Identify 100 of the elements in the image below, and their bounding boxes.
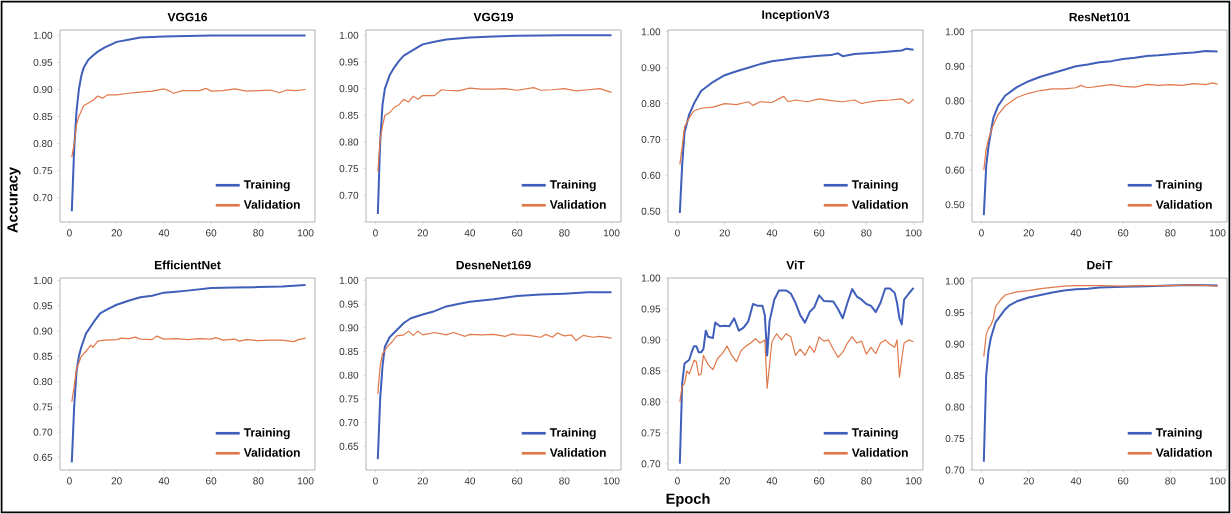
y-tick-label: 0.95	[339, 300, 359, 308]
y-tick-label: 1.00	[641, 28, 661, 36]
legend-label: Validation	[1155, 447, 1212, 457]
x-tick-label: 0	[675, 477, 680, 485]
y-tick-label: 0.60	[641, 171, 661, 179]
y-tick-label: 0.60	[945, 166, 965, 174]
legend-label: Validation	[549, 447, 606, 457]
x-tick-label: 20	[1023, 477, 1034, 485]
line-series	[71, 87, 307, 158]
chart-title: InceptionV3	[762, 10, 830, 22]
line-series	[70, 284, 307, 464]
x-tick-label: 40	[766, 229, 778, 237]
y-tick-label: 0.90	[641, 64, 661, 72]
y-tick-label: 0.85	[339, 111, 359, 119]
y-tick-label: 0.50	[641, 207, 661, 215]
x-tick-label: 60	[814, 477, 825, 485]
line-series	[71, 335, 307, 403]
line-series	[376, 34, 613, 215]
y-tick-label: 1.00	[945, 28, 965, 36]
y-tick-label: 0.80	[33, 378, 53, 386]
chart-title: DeiT	[1087, 260, 1113, 270]
x-tick-label: 80	[559, 477, 570, 485]
y-tick-label: 0.65	[339, 442, 359, 450]
y-tick-label: 0.70	[339, 419, 359, 427]
y-tick-label: 0.80	[945, 403, 965, 411]
chart-title: EfficientNet	[154, 260, 221, 270]
y-tick-label: 0.95	[33, 302, 53, 310]
x-tick-label: 0	[67, 229, 72, 237]
y-tick-label: 0.75	[33, 403, 53, 411]
x-tick-label: 100	[1209, 477, 1226, 485]
x-tick-label: 40	[158, 477, 170, 485]
x-tick-label: 100	[603, 229, 620, 237]
line-series	[983, 82, 1219, 171]
y-tick-label: 1.00	[945, 277, 965, 285]
y-tick-label: 1.00	[33, 276, 53, 285]
x-tick-label: 100	[905, 477, 922, 485]
x-tick-label: 0	[373, 229, 378, 237]
y-tick-label: 0.70	[945, 466, 965, 474]
x-tick-label: 60	[1118, 229, 1129, 237]
line-series	[983, 284, 1219, 358]
legend-label: Training	[1155, 179, 1202, 192]
y-tick-label: 0.90	[945, 62, 965, 70]
x-tick-label: 20	[417, 229, 428, 237]
legend-label: Validation	[243, 447, 300, 457]
y-tick-label: 0.80	[339, 371, 359, 379]
y-tick-label: 0.90	[339, 324, 359, 332]
y-tick-label: 0.95	[33, 58, 53, 66]
y-tick-label: 0.75	[945, 434, 965, 443]
y-tick-label: 0.70	[945, 131, 965, 140]
x-tick-label: 40	[158, 229, 170, 237]
y-tick-label: 0.90	[339, 85, 359, 93]
y-tick-label: 1.00	[339, 276, 359, 284]
y-axis-title: Accuracy	[7, 167, 21, 233]
y-tick-label: 0.85	[33, 352, 53, 360]
y-tick-label: 0.65	[33, 453, 53, 461]
x-tick-label: 80	[1165, 477, 1176, 485]
y-tick-label: 0.70	[641, 135, 661, 143]
x-tick-label: 20	[417, 477, 428, 485]
y-tick-label: 0.80	[641, 100, 661, 108]
line-series	[678, 286, 915, 465]
legend-label: Validation	[1155, 199, 1212, 209]
x-tick-label: 60	[814, 229, 825, 237]
x-tick-label: 0	[979, 477, 984, 485]
y-tick-label: 0.80	[641, 398, 661, 406]
x-tick-label: 80	[861, 229, 872, 237]
x-tick-label: 20	[719, 477, 730, 485]
x-tick-label: 100	[1209, 229, 1226, 237]
line-series	[679, 95, 915, 166]
y-tick-label: 0.70	[339, 191, 359, 199]
chart-title: ViT	[786, 260, 805, 270]
x-tick-label: 0	[373, 477, 378, 485]
x-tick-label: 60	[512, 477, 523, 485]
x-tick-label: 80	[253, 229, 264, 237]
x-tick-label: 20	[111, 229, 122, 237]
legend-label: Validation	[549, 199, 606, 209]
legend-label: Validation	[851, 199, 908, 209]
legend-label: Training	[243, 179, 290, 192]
legend-label: Training	[243, 427, 290, 440]
y-tick-label: 0.80	[33, 140, 53, 148]
y-tick-label: 0.90	[945, 340, 965, 348]
legend-label: Training	[549, 179, 596, 192]
y-tick-label: 0.75	[339, 165, 359, 173]
chart-title: VGG19	[473, 12, 514, 22]
legend-label: Validation	[243, 199, 300, 209]
x-tick-label: 0	[979, 229, 984, 237]
chart-title: VGG16	[167, 12, 208, 22]
x-tick-label: 0	[675, 229, 680, 237]
x-tick-label: 60	[206, 477, 217, 485]
y-tick-label: 0.85	[33, 112, 53, 121]
x-tick-label: 60	[206, 229, 217, 237]
y-tick-label: 0.90	[33, 85, 53, 94]
legend-label: Training	[1155, 427, 1202, 440]
x-tick-label: 20	[111, 477, 122, 485]
y-tick-label: 1.00	[33, 31, 53, 39]
x-tick-label: 20	[1023, 229, 1034, 237]
x-tick-label: 80	[1165, 229, 1176, 237]
y-tick-label: 0.75	[339, 395, 359, 403]
chart-title: DesneNet169	[456, 260, 531, 270]
x-tick-label: 80	[253, 477, 264, 485]
legend-label: Validation	[851, 447, 908, 457]
